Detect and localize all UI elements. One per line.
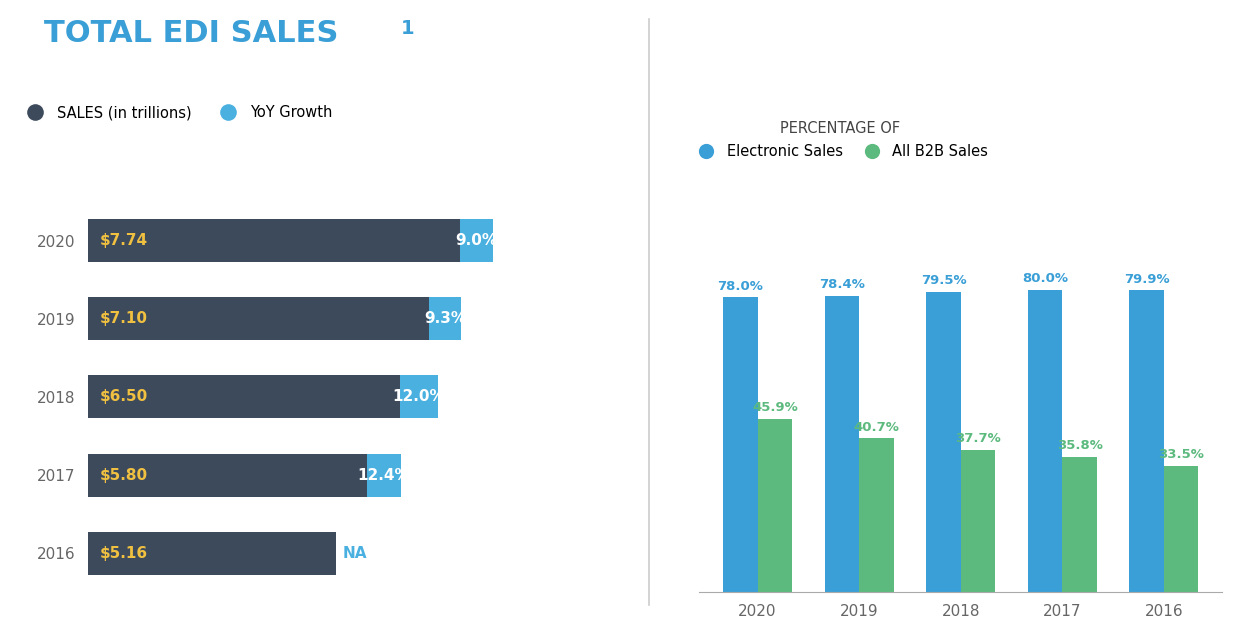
Text: 45.9%: 45.9% — [752, 401, 798, 414]
Text: 9.3%: 9.3% — [423, 311, 466, 326]
Text: 40.7%: 40.7% — [853, 421, 900, 434]
Bar — [88, 454, 367, 496]
Text: $7.74: $7.74 — [101, 233, 149, 248]
Bar — [824, 296, 859, 592]
Bar — [88, 219, 460, 262]
Bar — [428, 297, 461, 340]
Text: 12.4%: 12.4% — [358, 467, 411, 483]
Text: 80.0%: 80.0% — [1022, 272, 1068, 285]
Text: TOTAL EDI SALES: TOTAL EDI SALES — [44, 19, 339, 48]
Text: NA: NA — [343, 546, 368, 561]
Legend: SALES (in trillions), YoY Growth: SALES (in trillions), YoY Growth — [15, 100, 338, 126]
Text: $5.80: $5.80 — [101, 467, 149, 483]
Text: 12.0%: 12.0% — [393, 389, 445, 404]
Text: $7.10: $7.10 — [101, 311, 149, 326]
Bar — [88, 375, 401, 418]
Text: 79.5%: 79.5% — [921, 274, 966, 287]
Bar — [1129, 290, 1164, 592]
Bar — [460, 219, 493, 262]
Text: 9.0%: 9.0% — [455, 233, 498, 248]
Bar — [960, 450, 995, 592]
Bar — [1028, 290, 1062, 592]
Text: 33.5%: 33.5% — [1158, 448, 1205, 461]
Text: 35.8%: 35.8% — [1057, 439, 1102, 452]
Bar — [859, 438, 893, 592]
Text: $5.16: $5.16 — [101, 546, 149, 561]
Bar — [723, 297, 757, 592]
Text: $6.50: $6.50 — [101, 389, 149, 404]
Text: 78.4%: 78.4% — [819, 278, 864, 291]
Bar — [88, 297, 428, 340]
Text: 1: 1 — [401, 19, 415, 38]
Bar — [401, 375, 437, 418]
Text: 37.7%: 37.7% — [955, 432, 1000, 445]
Text: 79.9%: 79.9% — [1124, 273, 1169, 285]
Text: 78.0%: 78.0% — [717, 280, 764, 293]
Legend: Electronic Sales, All B2B Sales: Electronic Sales, All B2B Sales — [685, 116, 994, 164]
Bar — [88, 532, 336, 575]
Bar — [757, 419, 793, 592]
Bar — [367, 454, 401, 496]
Bar — [1062, 457, 1097, 592]
Bar — [926, 292, 960, 592]
Bar — [1164, 466, 1198, 592]
